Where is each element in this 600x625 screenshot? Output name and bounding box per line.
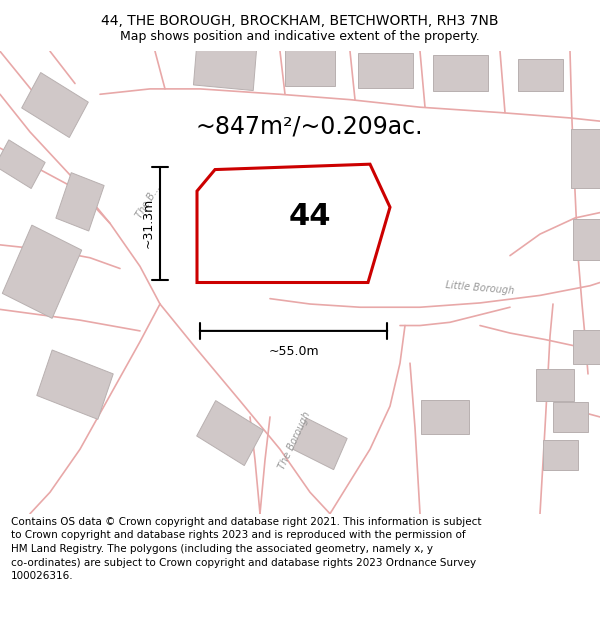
Polygon shape: [193, 44, 257, 91]
Text: ~847m²/~0.209ac.: ~847m²/~0.209ac.: [195, 114, 422, 139]
Polygon shape: [22, 72, 88, 138]
Polygon shape: [37, 350, 113, 419]
Polygon shape: [573, 330, 600, 364]
Polygon shape: [285, 49, 335, 86]
Polygon shape: [56, 173, 104, 231]
Text: ~31.3m: ~31.3m: [142, 198, 155, 249]
Text: Contains OS data © Crown copyright and database right 2021. This information is : Contains OS data © Crown copyright and d…: [11, 517, 481, 581]
Polygon shape: [421, 400, 469, 434]
Text: 44: 44: [288, 202, 331, 231]
Polygon shape: [197, 401, 263, 466]
Text: Little Borough: Little Borough: [445, 280, 515, 296]
Text: 44, THE BOROUGH, BROCKHAM, BETCHWORTH, RH3 7NB: 44, THE BOROUGH, BROCKHAM, BETCHWORTH, R…: [101, 14, 499, 28]
Polygon shape: [293, 418, 347, 469]
Polygon shape: [517, 59, 563, 91]
Polygon shape: [571, 129, 600, 188]
Polygon shape: [358, 53, 413, 88]
Polygon shape: [2, 225, 82, 318]
Text: The B...: The B...: [134, 183, 162, 221]
Polygon shape: [553, 402, 587, 432]
Polygon shape: [573, 219, 600, 260]
Text: Map shows position and indicative extent of the property.: Map shows position and indicative extent…: [120, 30, 480, 43]
Polygon shape: [197, 164, 390, 282]
Polygon shape: [433, 55, 487, 91]
Text: The Borough: The Borough: [277, 410, 313, 471]
Polygon shape: [536, 369, 574, 401]
Polygon shape: [0, 140, 45, 189]
Text: ~55.0m: ~55.0m: [268, 345, 319, 358]
Polygon shape: [542, 439, 577, 469]
